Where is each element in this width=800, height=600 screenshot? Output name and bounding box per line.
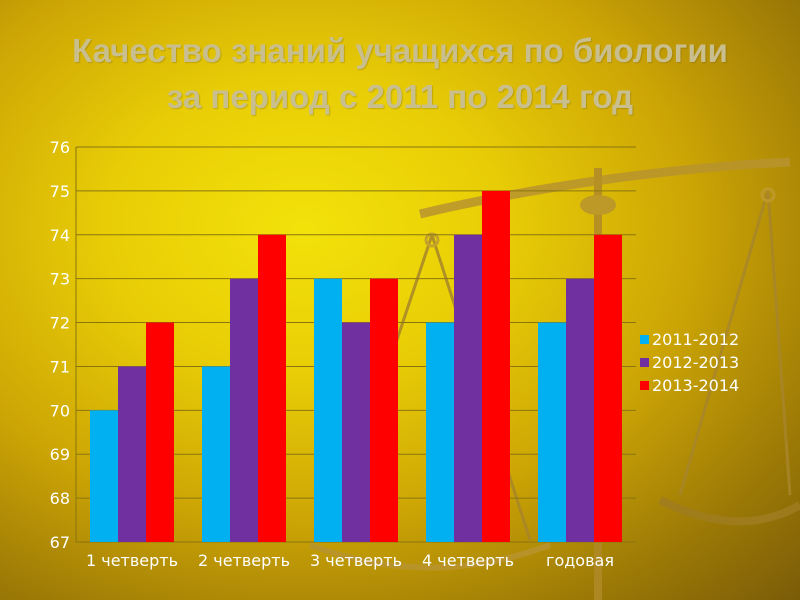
- legend-item: 2013-2014: [640, 374, 739, 397]
- bar: [314, 278, 342, 542]
- y-tick-label: 75: [50, 182, 70, 201]
- bar: [426, 322, 454, 542]
- legend-label: 2011-2012: [652, 330, 740, 349]
- y-tick-label: 74: [50, 226, 70, 245]
- bar: [342, 322, 370, 542]
- bar: [594, 234, 622, 542]
- x-tick-label: 1 четверть: [86, 551, 178, 570]
- y-tick-label: 70: [50, 401, 70, 420]
- legend-item: 2011-2012: [640, 328, 739, 351]
- bar: [370, 278, 398, 542]
- title-line-2: за период с 2011 по 2014 год: [166, 78, 634, 115]
- x-tick-label: 3 четверть: [310, 551, 402, 570]
- bar: [566, 278, 594, 542]
- legend-label: 2012-2013: [652, 353, 740, 372]
- legend-swatch: [640, 358, 649, 367]
- legend-swatch: [640, 335, 649, 344]
- y-tick-label: 67: [50, 533, 70, 552]
- x-tick-label: 2 четверть: [198, 551, 290, 570]
- y-tick-label: 69: [50, 445, 70, 464]
- x-tick-label: 4 четверть: [422, 551, 514, 570]
- legend-item: 2012-2013: [640, 351, 739, 374]
- bar: [118, 366, 146, 542]
- legend-swatch: [640, 381, 649, 390]
- bar: [90, 410, 118, 542]
- legend-label: 2013-2014: [652, 376, 740, 395]
- bar: [202, 366, 230, 542]
- x-tick-label: годовая: [546, 551, 614, 570]
- bar: [146, 322, 174, 542]
- bar: [258, 234, 286, 542]
- bar: [454, 234, 482, 542]
- slide-title: Качество знаний учащихся по биологии за …: [0, 28, 800, 120]
- y-tick-label: 73: [50, 270, 70, 289]
- bar: [230, 278, 258, 542]
- y-tick-label: 76: [50, 138, 70, 157]
- y-tick-label: 71: [50, 357, 70, 376]
- title-line-1: Качество знаний учащихся по биологии: [72, 32, 728, 69]
- chart-legend: 2011-2012 2012-2013 2013-2014: [640, 328, 739, 397]
- bar: [482, 190, 510, 542]
- y-tick-label: 72: [50, 314, 70, 333]
- y-tick-label: 68: [50, 489, 70, 508]
- bar: [538, 322, 566, 542]
